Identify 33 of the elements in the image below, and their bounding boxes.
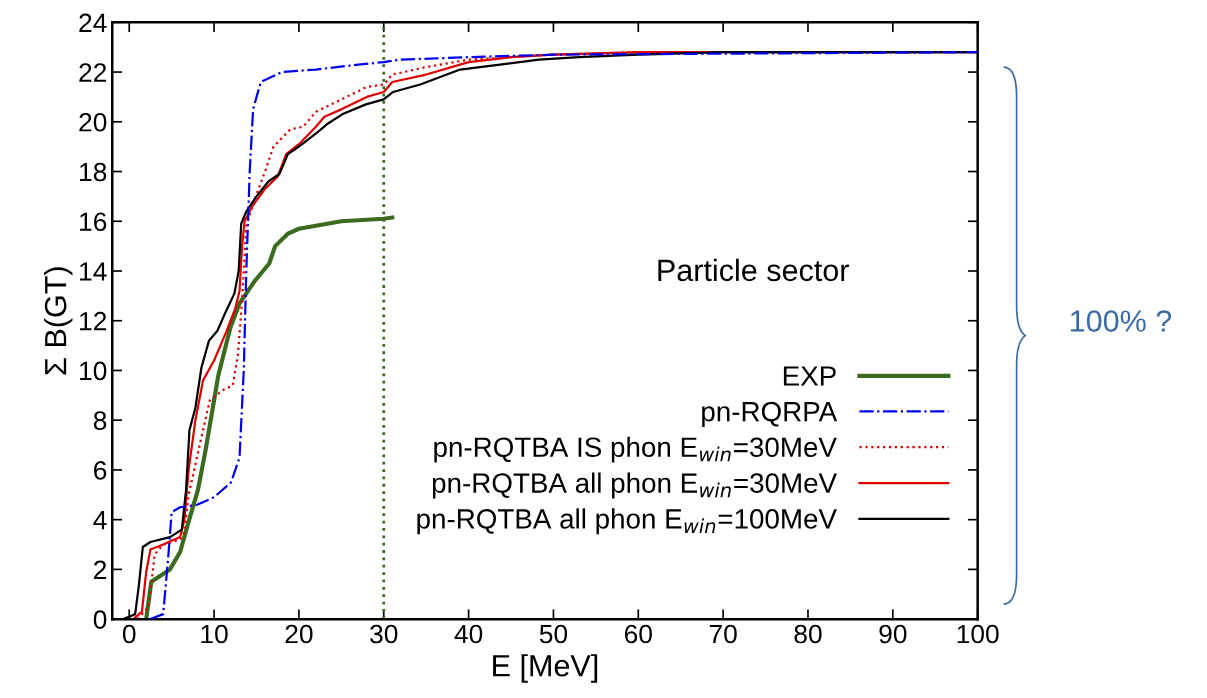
y-axis-title: Σ B(GT): [44, 267, 73, 375]
y-tick-label: 24: [79, 13, 107, 32]
x-tick-label: 60: [624, 624, 652, 644]
y-tick-label: 14: [80, 262, 107, 281]
x-tick-label: 30: [370, 624, 398, 644]
y-tick-label: 8: [93, 411, 107, 431]
x-tick-label: 10: [201, 624, 228, 644]
x-axis-title: E [MeV]: [493, 654, 598, 683]
y-tick-label: 10: [80, 361, 107, 381]
x-tick-label: 80: [794, 624, 822, 644]
x-tick-label: 0: [122, 624, 136, 644]
x-tick-label: 50: [539, 624, 568, 644]
y-tick-label: 12: [80, 311, 107, 331]
legend-label: EXP: [783, 366, 836, 386]
legend-label: pn-RQTBA all phon E$_{win}$=30MeV: [432, 472, 837, 499]
x-tick-label: 70: [709, 624, 737, 644]
text: 100% ?: [1070, 310, 1172, 332]
y-tick-label: 6: [94, 461, 107, 480]
annotation: Particle sector: [658, 258, 849, 282]
legend-label: pn-RQRPA: [702, 401, 838, 427]
x-tick-label: 90: [879, 624, 907, 644]
legend-label: pn-RQTBA IS phon E$_{win}$=30MeV: [434, 436, 837, 463]
x-tick-label: 100: [957, 624, 999, 644]
y-tick-label: 22: [79, 63, 107, 82]
x-tick-label: 40: [454, 624, 483, 644]
y-tick-label: 18: [80, 162, 107, 182]
x-tick-label: 20: [285, 624, 313, 644]
y-tick-label: 4: [93, 511, 107, 530]
y-tick-label: 0: [93, 610, 107, 629]
y-tick-label: 16: [80, 212, 107, 232]
y-tick-label: 2: [94, 560, 107, 579]
y-tick-label: 20: [79, 112, 107, 132]
legend-label: pn-RQTBA all phon E$_{win}$=100MeV: [417, 508, 837, 535]
